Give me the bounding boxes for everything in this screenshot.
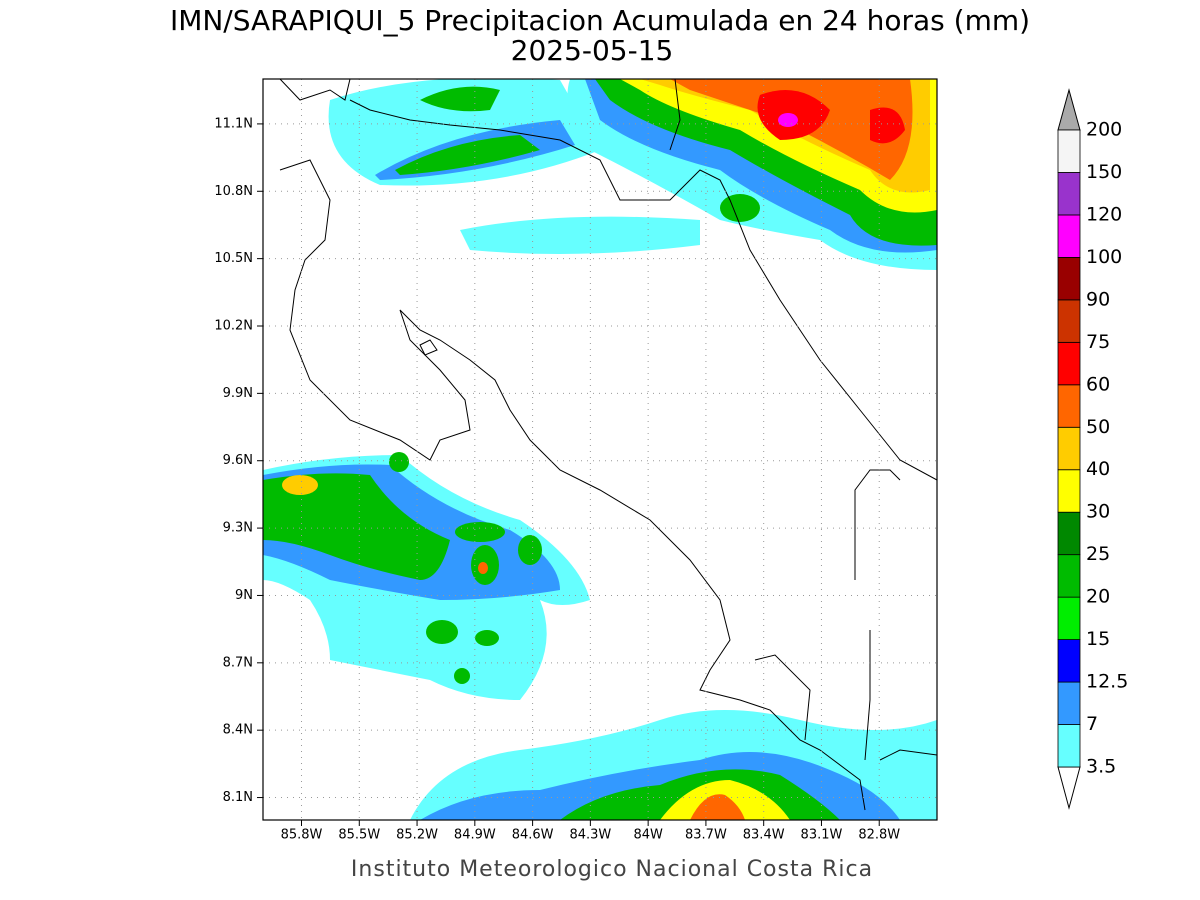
map-frame xyxy=(262,78,938,821)
x-tick-label: 84.9W xyxy=(454,828,496,843)
colorbar-cell xyxy=(1057,596,1081,641)
x-tick-label: 83.7W xyxy=(685,828,727,843)
colorbar: 3.5 7 12.5 15 20 25 30 40 50 60 75 90 100 120 150 200 xyxy=(1057,88,1128,810)
colorbar-cell xyxy=(1057,426,1081,471)
y-tick-label: 8.4N xyxy=(223,723,253,738)
colorbar-label: 100 xyxy=(1086,246,1122,268)
x-tick-label: 83.4W xyxy=(743,828,785,843)
colorbar-label: 25 xyxy=(1086,543,1110,565)
y-tick-label: 9.3N xyxy=(223,521,253,536)
colorbar-cell xyxy=(1057,172,1081,216)
colorbar-cell xyxy=(1057,299,1081,343)
colorbar-cell xyxy=(1057,384,1081,428)
y-tick-label: 9N xyxy=(235,588,253,603)
colorbar-label: 150 xyxy=(1086,161,1122,183)
ticks: 85.8W 85.5W 85.2W 84.9W 84.6W 84.3W 84W 83.7W 83… xyxy=(214,116,900,842)
colorbar-label: 200 xyxy=(1086,119,1122,141)
colorbar-label: 60 xyxy=(1086,373,1110,395)
colorbar-cell xyxy=(1057,469,1081,513)
colorbar-label: 20 xyxy=(1086,586,1110,608)
colorbar-label: 3.5 xyxy=(1086,756,1116,778)
x-tick-label: 83.1W xyxy=(801,828,843,843)
precipitation xyxy=(263,79,937,820)
colorbar-label: 12.5 xyxy=(1086,671,1128,693)
title: IMN/SARAPIQUI_5 Precipitacion Acumulada … xyxy=(170,4,1030,37)
y-tick-label: 10.8N xyxy=(214,184,253,199)
colorbar-label: 50 xyxy=(1086,416,1110,438)
colorbar-over xyxy=(1057,88,1081,131)
colorbar-under xyxy=(1057,766,1081,810)
x-tick-label: 84W xyxy=(633,828,663,843)
colorbar-label: 120 xyxy=(1086,203,1122,225)
y-tick-label: 9.9N xyxy=(223,386,253,401)
colorbar-label: 90 xyxy=(1086,288,1110,310)
x-tick-label: 85.5W xyxy=(338,828,380,843)
y-tick-label: 11.1N xyxy=(214,116,253,131)
x-tick-label: 82.8W xyxy=(858,828,900,843)
x-tick-label: 85.8W xyxy=(281,828,323,843)
y-tick-label: 8.1N xyxy=(223,790,253,805)
colorbar-cell xyxy=(1057,511,1081,556)
grid xyxy=(263,79,937,820)
colorbar-label: 30 xyxy=(1086,501,1110,523)
x-tick-label: 84.3W xyxy=(569,828,611,843)
colorbar-label: 15 xyxy=(1086,628,1110,650)
y-tick-label: 8.7N xyxy=(223,655,253,670)
colorbar-label: 7 xyxy=(1086,713,1098,735)
colorbar-cell xyxy=(1057,129,1081,173)
x-tick-label: 84.6W xyxy=(512,828,554,843)
colorbar-cell xyxy=(1057,681,1081,725)
footer: Instituto Meteorologico Nacional Costa R… xyxy=(351,857,873,882)
colorbar-label: 40 xyxy=(1086,458,1110,480)
colorbar-cell xyxy=(1057,554,1081,598)
y-tick-label: 9.6N xyxy=(223,453,253,468)
colorbar-cell xyxy=(1057,639,1081,683)
subtitle: 2025-05-15 xyxy=(511,34,674,67)
colorbar-cell xyxy=(1057,214,1081,258)
colorbar-cell xyxy=(1057,341,1081,386)
x-tick-label: 85.2W xyxy=(396,828,438,843)
y-tick-label: 10.2N xyxy=(214,319,253,334)
colorbar-cell xyxy=(1057,256,1081,301)
y-tick-label: 10.5N xyxy=(214,251,253,266)
colorbar-cell xyxy=(1057,724,1081,768)
colorbar-label: 75 xyxy=(1086,331,1110,353)
